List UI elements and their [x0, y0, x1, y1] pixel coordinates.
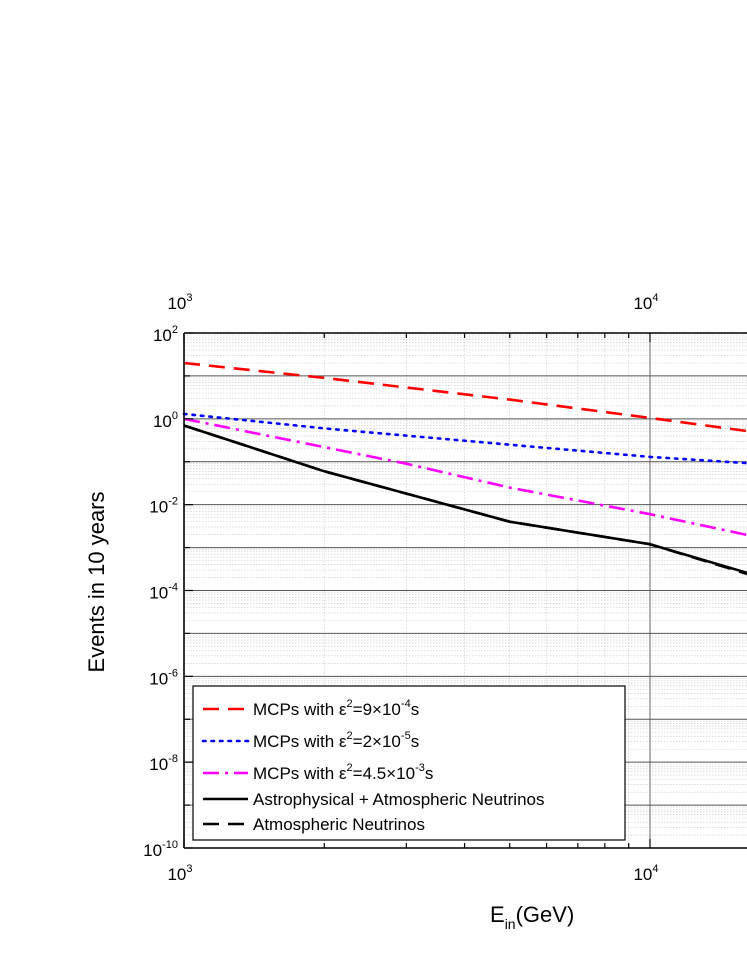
x-tick-label-bottom: 103	[167, 863, 192, 884]
y-tick-label: 102	[153, 324, 178, 345]
legend-label-mcp1: MCPs with ε2=9×10-4s	[253, 698, 419, 719]
legend: MCPs with ε2=9×10-4s MCPs with ε2=2×10-5s…	[192, 685, 626, 841]
series-line-mcp1	[183, 361, 747, 433]
series-line-atmo	[183, 424, 747, 576]
y-tick-label: 10-10	[143, 839, 178, 860]
legend-label-astro: Astrophysical + Atmospheric Neutrinos	[253, 790, 545, 809]
series-layer	[182, 361, 747, 576]
series-line-mcp2	[182, 412, 747, 465]
x-tick-label-top: 103	[167, 292, 192, 313]
legend-label-mcp2: MCPs with ε2=2×10-5s	[253, 730, 419, 751]
legend-box	[192, 685, 626, 841]
y-tick-label: 100	[153, 410, 178, 431]
tick-marks	[183, 332, 651, 849]
y-tick-label: 10-6	[149, 667, 178, 688]
legend-label-mcp3: MCPs with ε2=4.5×10-3s	[253, 762, 433, 783]
x-tick-label-bottom: 104	[633, 863, 658, 884]
y-axis-title: Events in 10 years	[84, 492, 109, 673]
x-axis-title: Ein(GeV)	[490, 902, 574, 932]
y-tick-label: 10-8	[149, 753, 178, 774]
legend-label-atmo: Atmospheric Neutrinos	[253, 815, 425, 834]
y-tick-label: 10-4	[149, 582, 178, 603]
tick-labels: 10310310410410510510210010-210-410-610-8…	[143, 292, 658, 884]
x-tick-label-top: 104	[633, 292, 658, 313]
y-tick-label: 10-2	[149, 496, 178, 517]
